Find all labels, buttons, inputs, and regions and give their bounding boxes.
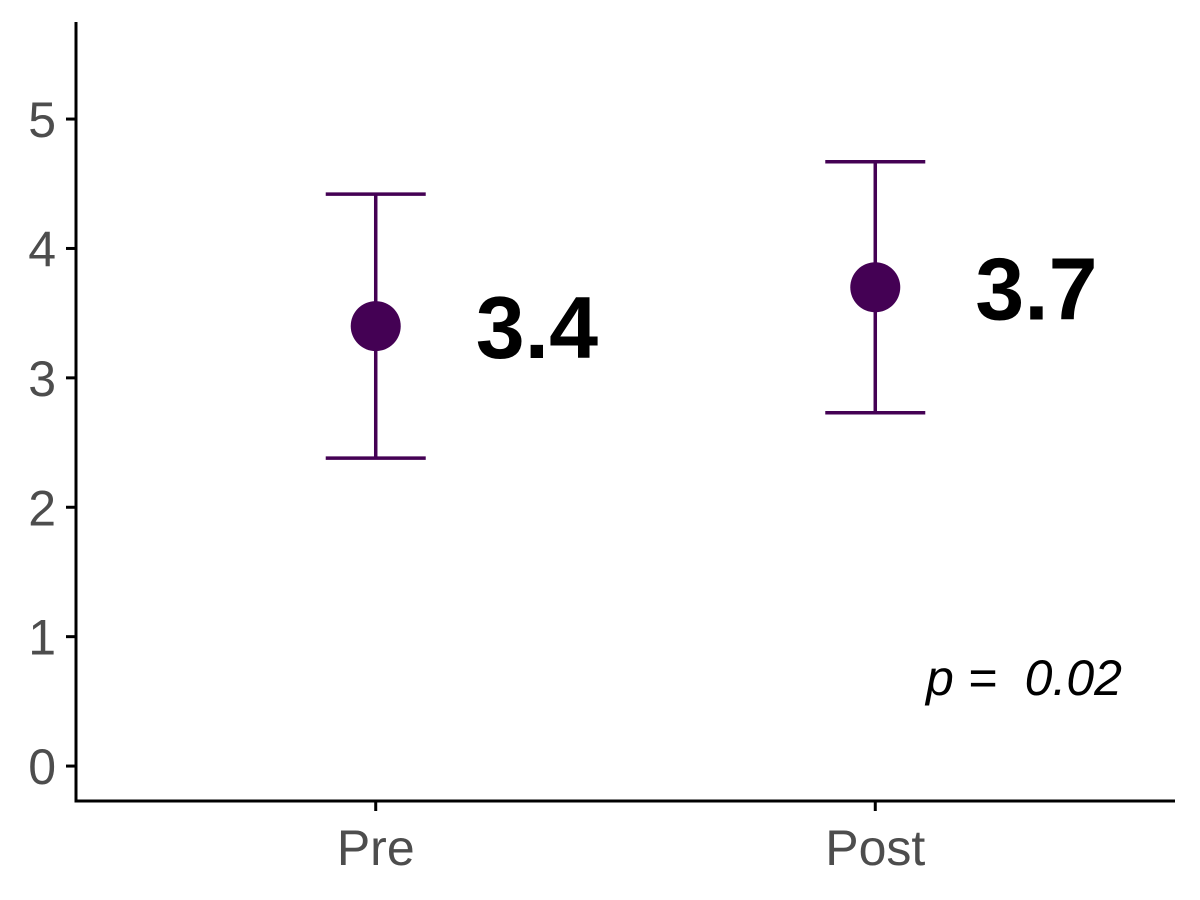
mean-point — [350, 301, 401, 352]
axes — [74, 22, 1175, 803]
y-tick-label: 4 — [28, 221, 56, 277]
x-tick-label: Pre — [337, 820, 415, 876]
value-label: 3.7 — [975, 239, 1097, 338]
mean-point — [850, 262, 901, 313]
y-axis-ticks: 0 1 2 3 4 5 — [28, 92, 76, 795]
p-value-text: = 0.02 — [954, 650, 1122, 706]
p-value-prefix: p — [924, 650, 954, 706]
y-tick-label: 5 — [28, 92, 56, 148]
x-axis-ticks: Pre Post — [337, 801, 925, 876]
y-tick-label: 3 — [28, 351, 56, 407]
y-tick-label: 1 — [28, 610, 56, 666]
x-tick-label: Post — [825, 820, 925, 876]
value-label: 3.4 — [476, 278, 598, 377]
p-value-annotation: p = 0.02 — [924, 650, 1122, 706]
y-tick-label: 2 — [28, 480, 56, 536]
y-tick-label: 0 — [28, 739, 56, 795]
data-marks: 3.4 3.7 — [325, 160, 1098, 460]
